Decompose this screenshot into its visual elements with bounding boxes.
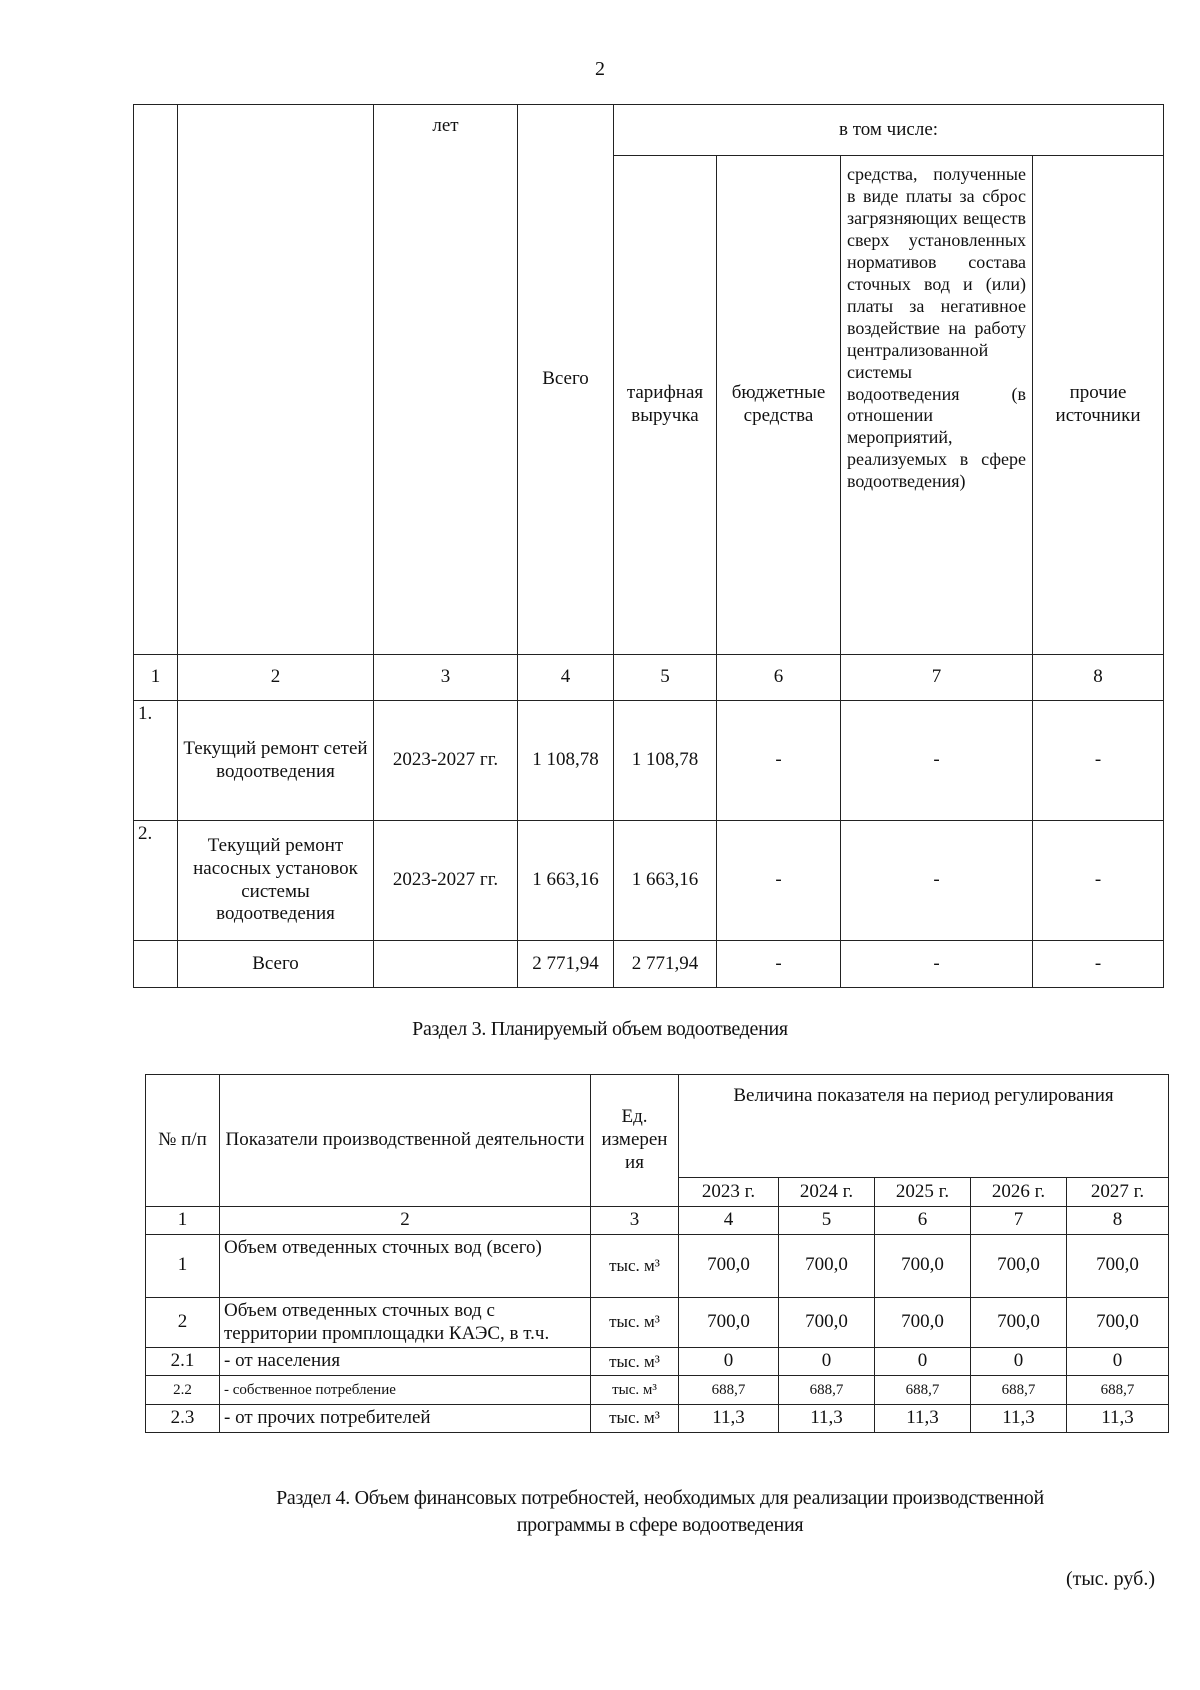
section4-title-line2: программы в сфере водоотведения (516, 1514, 804, 1536)
table-row: 2.2 - собственное потребление тыс. м³ 68… (145, 1375, 1169, 1406)
page-number: 2 (595, 58, 605, 80)
wastewater-volume-table: № п/п Показатели производственной деятел… (145, 1074, 1169, 1434)
section3-title: Раздел 3. Планируемый объем водоотведени… (412, 1018, 788, 1040)
table-row: 2.3 - от прочих потребителей тыс. м³ 11,… (145, 1404, 1169, 1434)
header-indicator: Показатели производственной деятельности (219, 1074, 591, 1207)
table-row: 2. Текущий ремонт насосных установок сис… (133, 820, 1165, 941)
header-other: прочие источники (1031, 155, 1165, 655)
header-budget: бюджетные средства (716, 155, 841, 655)
table-row: 1 Объем отведенных сточных вод (всего) т… (145, 1233, 1169, 1298)
units-note: (тыс. руб.) (1065, 1568, 1155, 1590)
header-fees: средства, полученные в виде платы за сбр… (840, 155, 1033, 655)
header-years: лет (373, 104, 518, 655)
header-unit: Ед. измерен ия (590, 1074, 679, 1207)
header-including: в том числе: (612, 104, 1165, 156)
table-row: 1. Текущий ремонт сетей водоотведения 20… (133, 700, 1165, 821)
total-row: Всего 2 771,94 2 771,94 - - - (133, 940, 1165, 988)
header-period: Величина показателя на период регулирова… (678, 1074, 1169, 1178)
header-num: № п/п (145, 1074, 220, 1207)
section4-title-line1: Раздел 4. Объем финансовых потребностей,… (276, 1487, 1044, 1509)
financing-table: лет Всего в том числе: тарифная выручка … (133, 104, 1165, 988)
table-row: 2 Объем отведенных сточных вод с террито… (145, 1296, 1169, 1349)
header-tariff: тарифная выручка (613, 155, 717, 655)
header-total: Всего (517, 104, 614, 655)
